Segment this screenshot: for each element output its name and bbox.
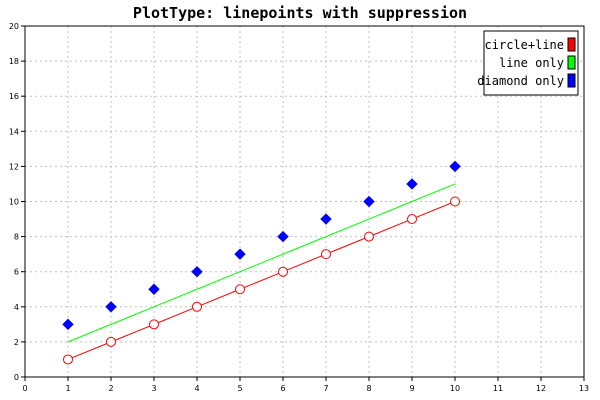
point-diamond-only-4 bbox=[234, 248, 246, 260]
x-tick-label-0: 0 bbox=[22, 384, 27, 393]
y-tick-label-0: 0 bbox=[14, 373, 19, 382]
x-tick-label-1: 1 bbox=[65, 384, 70, 393]
point-circle-line-5 bbox=[278, 266, 288, 277]
x-tick-label-7: 7 bbox=[323, 384, 328, 393]
series-line-line-only bbox=[67, 183, 456, 343]
x-tick-label-5: 5 bbox=[237, 384, 242, 393]
x-tick-label-8: 8 bbox=[366, 384, 371, 393]
x-tick-label-12: 12 bbox=[536, 384, 546, 393]
y-tick-label-9: 18 bbox=[9, 57, 19, 66]
series-group bbox=[62, 160, 461, 365]
series-diamond-only bbox=[62, 160, 461, 331]
point-circle-line-4 bbox=[235, 284, 245, 295]
point-circle-line-3 bbox=[192, 301, 202, 312]
x-tick-label-4: 4 bbox=[194, 384, 199, 393]
legend-swatch-line-only bbox=[567, 55, 576, 70]
legend: circle+line line only diamond only bbox=[477, 30, 579, 96]
x-tick-label-9: 9 bbox=[409, 384, 414, 393]
point-diamond-only-5 bbox=[277, 230, 289, 243]
point-circle-line-2 bbox=[149, 319, 159, 330]
x-tick-label-10: 10 bbox=[450, 384, 460, 393]
y-tick-label-1: 2 bbox=[14, 338, 19, 347]
point-circle-line-9 bbox=[450, 196, 460, 207]
chart-title: PlotType: linepoints with suppression bbox=[133, 4, 467, 22]
y-tick-label-2: 4 bbox=[14, 303, 19, 312]
point-circle-line-0 bbox=[63, 354, 73, 365]
x-tick-label-11: 11 bbox=[493, 384, 503, 393]
point-diamond-only-0 bbox=[62, 318, 74, 331]
legend-swatch-circle-line bbox=[567, 37, 576, 52]
series-line-only bbox=[67, 183, 456, 343]
legend-swatch-diamond-only bbox=[567, 73, 576, 88]
y-tick-label-8: 16 bbox=[9, 92, 19, 101]
x-tick-label-2: 2 bbox=[108, 384, 113, 393]
point-diamond-only-1 bbox=[105, 301, 117, 313]
y-tick-label-6: 12 bbox=[9, 162, 19, 171]
point-diamond-only-7 bbox=[363, 195, 375, 208]
point-diamond-only-8 bbox=[406, 178, 418, 190]
point-circle-line-8 bbox=[407, 214, 417, 225]
x-tick-label-13: 13 bbox=[579, 384, 589, 393]
y-tick-label-4: 8 bbox=[14, 233, 19, 242]
legend-label-circle-line: circle+line bbox=[485, 38, 564, 52]
point-diamond-only-3 bbox=[191, 265, 203, 278]
point-circle-line-7 bbox=[364, 231, 374, 242]
legend-label-diamond-only: diamond only bbox=[477, 74, 564, 88]
legend-box bbox=[483, 30, 579, 96]
point-diamond-only-2 bbox=[148, 283, 160, 295]
x-tick-label-3: 3 bbox=[151, 384, 156, 393]
point-diamond-only-6 bbox=[320, 213, 332, 225]
point-circle-line-6 bbox=[321, 249, 331, 260]
y-tick-label-5: 10 bbox=[9, 198, 19, 207]
y-tick-label-7: 14 bbox=[9, 127, 19, 136]
point-diamond-only-9 bbox=[449, 160, 461, 173]
y-tick-label-3: 6 bbox=[14, 268, 19, 277]
series-circle-line bbox=[63, 196, 460, 365]
legend-label-line-only: line only bbox=[499, 56, 564, 70]
x-tick-label-6: 6 bbox=[280, 384, 285, 393]
point-circle-line-1 bbox=[106, 336, 116, 347]
y-tick-label-10: 20 bbox=[9, 22, 19, 31]
series-line-circle-line bbox=[67, 201, 456, 360]
